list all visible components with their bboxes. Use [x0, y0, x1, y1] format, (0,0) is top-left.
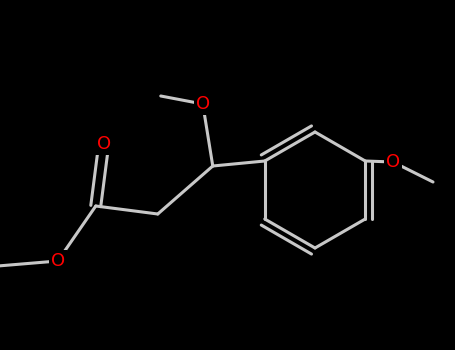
- Text: O: O: [51, 252, 65, 270]
- Text: O: O: [97, 135, 111, 153]
- Text: O: O: [196, 95, 210, 113]
- Text: O: O: [386, 153, 400, 171]
